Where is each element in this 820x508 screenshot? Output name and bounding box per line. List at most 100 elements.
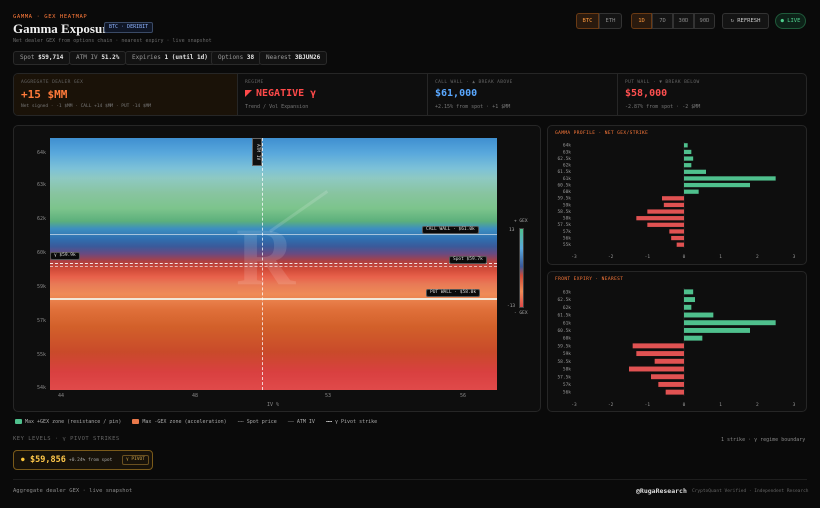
range-7d-button[interactable]: 7D (652, 13, 673, 29)
bar-category-label: 57.5k (557, 374, 571, 380)
chip-expiries: Expiries 1 (until 1d) (125, 51, 215, 65)
pivot-card[interactable]: ● $59,856 +0.24% from spot γ PIVOT (13, 450, 153, 470)
legend-line-icon: ── (287, 419, 294, 425)
bar[interactable] (684, 312, 714, 318)
bar[interactable] (671, 235, 684, 241)
spot-price-line (50, 263, 497, 264)
spot-tag: Spot $59.7k (449, 256, 487, 264)
bar[interactable] (647, 209, 684, 214)
bar-category-label: 62.5k (557, 297, 571, 303)
heatmap-ytick: 64k (36, 150, 46, 156)
bar-category-label: 63k (563, 289, 571, 295)
x-tick-label: 2 (756, 254, 759, 260)
heatmap-panel: 64k 63k 62k 60k 59k 57k 55k 54k R ATM IV… (13, 125, 541, 412)
header-kicker: GAMMA · GEX HEATMAP (13, 14, 88, 20)
bar[interactable] (684, 297, 695, 303)
bar-category-label: 63k (563, 149, 571, 155)
gamma-profile-title: GAMMA PROFILE · NET GEX/STRIKE (555, 131, 649, 136)
stat-callwall-card (428, 74, 618, 115)
bar[interactable] (684, 149, 692, 155)
x-tick-label: 3 (793, 254, 796, 260)
range-90d-button[interactable]: 90D (694, 13, 715, 29)
bar[interactable] (636, 351, 684, 357)
heatmap-ytick: 55k (36, 352, 46, 358)
key-levels-note: 1 strike · γ regime boundary (721, 437, 806, 443)
bar[interactable] (676, 242, 684, 247)
call-wall-line (50, 234, 497, 235)
chip-options: Options 38 (211, 51, 262, 65)
asset-eth-button[interactable]: ETH (599, 13, 622, 29)
colorbar-top-value: 13 (509, 228, 515, 233)
bar[interactable] (654, 358, 684, 364)
bar-category-label: 56k (563, 390, 571, 396)
chip-atm-iv: ATM IV 51.2% (69, 51, 127, 65)
legend-item-atm: ── ATM IV (288, 419, 315, 425)
bar-category-label: 61.5k (557, 169, 571, 175)
bar[interactable] (684, 163, 692, 168)
footer-brand[interactable]: @RugaResearch (636, 487, 687, 495)
asset-badge: BTC · DERIBIT (104, 22, 154, 33)
bar[interactable] (684, 156, 694, 161)
regime-flag-icon (245, 90, 252, 97)
pivot-tag: γ PIVOT (122, 455, 149, 465)
bar[interactable] (629, 366, 684, 372)
heatmap-ytick: 62k (36, 216, 46, 222)
bar[interactable] (647, 222, 684, 227)
bar[interactable] (684, 327, 750, 333)
bar[interactable] (684, 143, 688, 148)
bar-category-label: 59.5k (557, 196, 571, 202)
pivot-tag: γ $59.9k (50, 252, 80, 260)
legend-label: Spot price (246, 419, 277, 425)
range-30d-button[interactable]: 30D (673, 13, 694, 29)
chip-label: Options (218, 54, 244, 61)
bar[interactable] (662, 196, 684, 201)
bar[interactable] (684, 289, 694, 295)
bar-category-label: 64k (563, 143, 571, 149)
chip-label: Nearest (266, 54, 292, 61)
x-tick-label: -1 (645, 402, 651, 408)
asset-btc-button[interactable]: BTC (576, 13, 599, 29)
bar[interactable] (684, 169, 706, 174)
bar[interactable] (684, 176, 776, 181)
bar-category-label: 61k (563, 176, 571, 182)
colorbar (519, 228, 524, 308)
heatmap-xtick: 48 (192, 393, 199, 399)
range-1d-button[interactable]: 1D (631, 13, 652, 29)
stat-callwall-label: CALL WALL · ▲ BREAK ABOVE (435, 80, 513, 85)
stat-putwall-value: $58,000 (625, 88, 668, 99)
bar-category-label: 61k (563, 320, 571, 326)
pivot-price: $59,856 (30, 455, 66, 465)
bar[interactable] (636, 216, 684, 221)
bar[interactable] (658, 381, 684, 387)
bar-category-label: 62k (563, 305, 571, 311)
bar[interactable] (669, 229, 684, 234)
legend-dash-icon: ╌╌ (237, 419, 244, 425)
bar[interactable] (684, 335, 703, 341)
bar[interactable] (684, 189, 699, 194)
bar[interactable] (684, 304, 692, 310)
bar[interactable] (684, 320, 776, 326)
heatmap-xlabel: IV % (267, 402, 280, 408)
heatmap-xtick: 44 (58, 393, 65, 399)
bar[interactable] (651, 374, 684, 380)
heatmap-watermark: R (236, 211, 296, 302)
bar[interactable] (632, 343, 684, 349)
heatmap-canvas[interactable]: R (50, 138, 497, 390)
front-expiry-title: FRONT EXPIRY · NEAREST (555, 277, 624, 282)
bar-category-label: 60k (563, 189, 571, 195)
stat-gex-card (14, 74, 238, 115)
refresh-button[interactable]: ↻ REFRESH (722, 13, 769, 29)
x-tick-label: 0 (683, 254, 686, 260)
bar-category-label: 62.5k (557, 156, 571, 162)
bar-category-label: 57k (563, 229, 571, 235)
page-subtitle: Net dealer GEX from options chain · near… (13, 38, 212, 44)
bar[interactable] (665, 389, 684, 395)
stat-regime-sub: Trend / Vol Expansion (245, 104, 309, 110)
stat-regime-label: REGIME (245, 80, 264, 85)
footer-right-text: CryptoQuant Verified · Independent Resea… (692, 489, 809, 494)
bar-category-label: 59k (563, 351, 571, 357)
bar[interactable] (663, 202, 684, 208)
heatmap-ytick: 59k (36, 284, 46, 290)
bar[interactable] (684, 182, 750, 188)
bar-category-label: 60.5k (557, 182, 571, 188)
